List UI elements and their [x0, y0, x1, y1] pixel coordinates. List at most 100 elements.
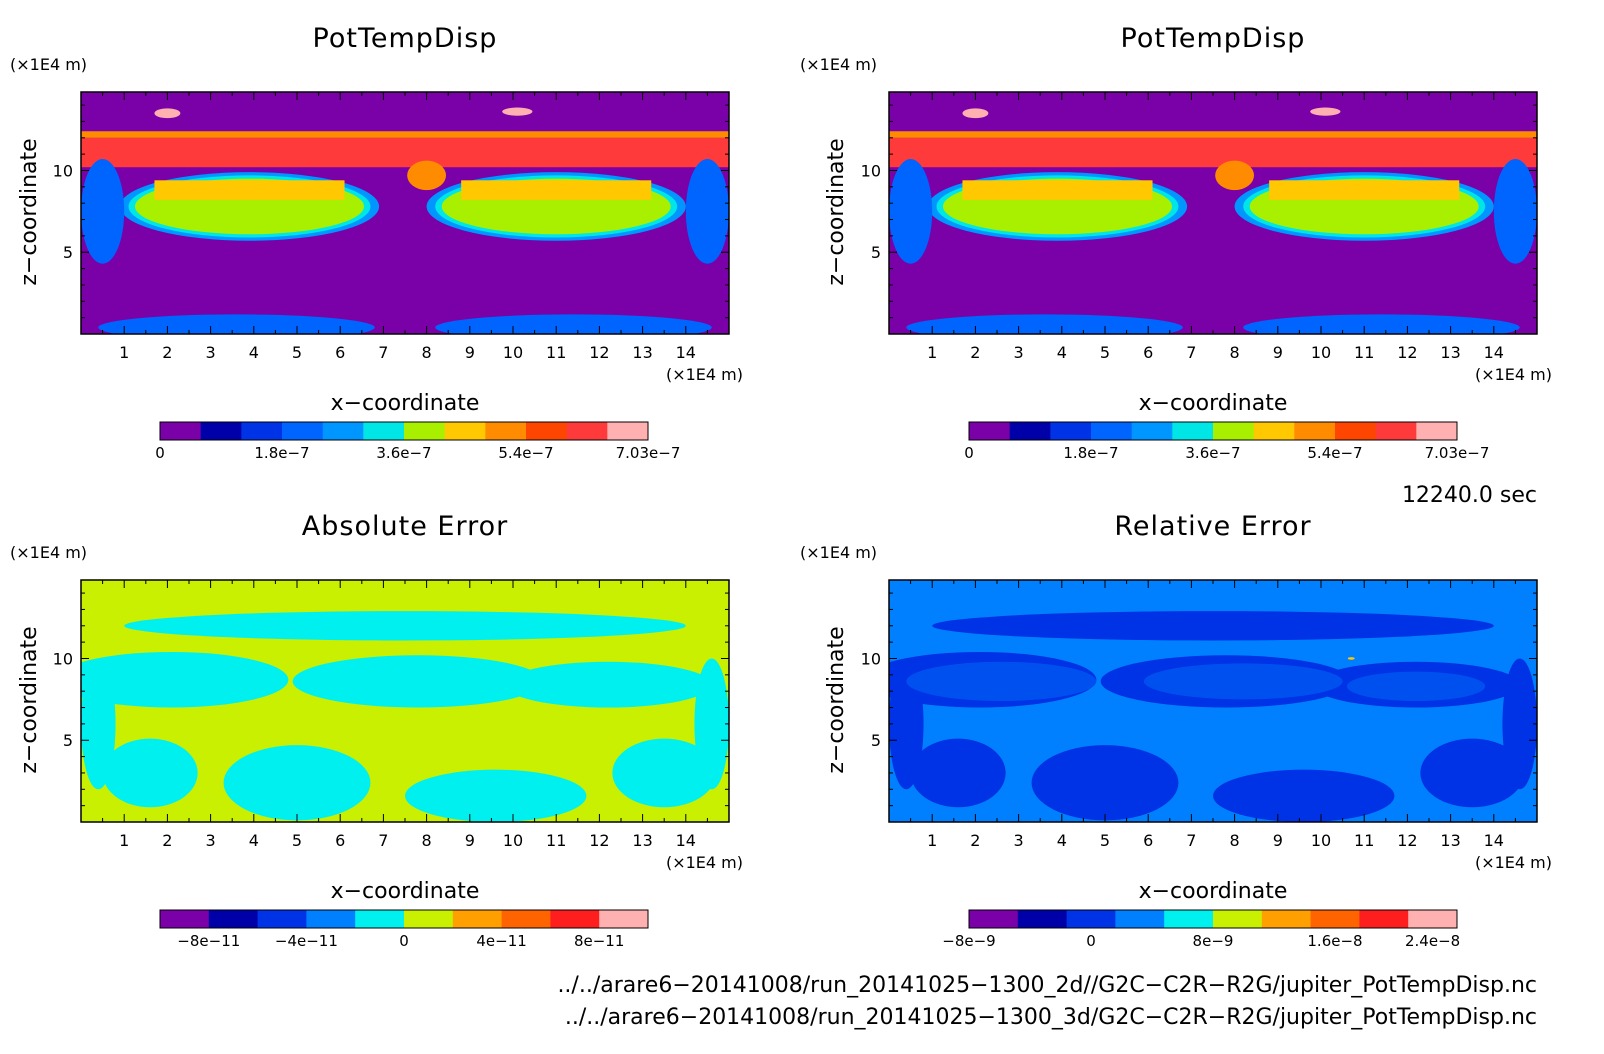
error-patch-9 [1502, 658, 1537, 790]
x-unit-label: (×1E4 m) [1475, 365, 1552, 384]
error-patch-8 [889, 658, 924, 790]
colorbar-swatch [1017, 910, 1068, 928]
x-tick-label: 2 [970, 831, 980, 850]
colorbar-swatch [501, 910, 551, 928]
y-unit-label: (×1E4 m) [10, 543, 87, 562]
time-label: 12240.0 sec [1402, 483, 1537, 508]
x-tick-label: 8 [1230, 343, 1240, 362]
x-tick-label: 1 [927, 343, 937, 362]
colorbar-swatch [1261, 910, 1312, 928]
y-tick-label: 10 [861, 161, 881, 180]
colorbar-swatch [160, 910, 210, 928]
x-tick-label: 8 [422, 831, 432, 850]
colorbar-swatch [1050, 422, 1092, 440]
colorbar-label: 2.4e−8 [1405, 932, 1460, 950]
x-tick-label: 1 [927, 831, 937, 850]
colorbar-swatch [257, 910, 307, 928]
error-patch-6 [405, 769, 587, 822]
colorbar-swatch [1416, 422, 1458, 440]
x-axis-label: x−coordinate [1139, 391, 1288, 416]
x-tick-label: 6 [1143, 831, 1153, 850]
y-axis: 5 10 [861, 592, 1537, 823]
file-path-3d: ../../arare6−20141008/run_20141025−1300_… [565, 1005, 1537, 1030]
colorbar-label: 1.8e−7 [1063, 444, 1118, 462]
x-tick-label: 3 [1014, 831, 1024, 850]
x-tick-label: 9 [465, 831, 475, 850]
x-tick-label: 7 [1186, 343, 1196, 362]
colorbar-swatch [485, 422, 527, 440]
x-tick-label: 4 [1057, 343, 1067, 362]
x-tick-label: 13 [1440, 831, 1460, 850]
contour-field [889, 580, 1537, 822]
x-tick-label: 5 [292, 343, 302, 362]
x-tick-label: 7 [378, 831, 388, 850]
colorbar-label: 7.03e−7 [1425, 444, 1490, 462]
x-tick-label: 6 [335, 831, 345, 850]
x-tick-label: 4 [249, 343, 259, 362]
x-tick-label: 2 [970, 343, 980, 362]
error-patch-7 [612, 738, 717, 808]
x-tick-label: 3 [206, 343, 216, 362]
colorbar-swatch [969, 910, 1019, 928]
right-edge-band [1493, 159, 1537, 264]
y-unit-label: (×1E4 m) [10, 55, 87, 74]
x-axis: 1 2 3 4 5 6 7 8 9 10 11 12 13 14 [80, 92, 730, 362]
x-tick-label: 10 [1311, 831, 1331, 850]
x-axis-label: x−coordinate [331, 391, 480, 416]
colorbar-label: 0 [155, 444, 165, 462]
highlight-1 [962, 108, 989, 119]
colorbar-swatch [526, 422, 568, 440]
colorbar-label: 7.03e−7 [616, 444, 681, 462]
colorbar-swatch [607, 422, 649, 440]
x-axis: 1 2 3 4 5 6 7 8 9 10 11 12 13 14 [80, 580, 730, 850]
x-tick-label: 8 [1230, 831, 1240, 850]
error-patch-4 [910, 738, 1006, 808]
colorbar-frame [159, 909, 649, 929]
y-axis: 5 10 [53, 592, 729, 823]
error-patch-1 [81, 651, 289, 708]
error-patch-10 [124, 611, 686, 641]
highlight-2 [502, 107, 533, 116]
x-tick-label: 12 [589, 343, 609, 362]
colorbar-swatch [1335, 422, 1377, 440]
x-tick-label: 5 [1100, 343, 1110, 362]
colorbar: 0 1.8e−7 3.6e−7 5.4e−7 7.03e−7 [155, 421, 681, 462]
error-patch-4 [102, 738, 198, 808]
x-tick-label: 9 [1273, 343, 1283, 362]
panel-pottempdisp-2d: PotTempDisp (×1E4 m) 1 2 3 4 5 6 7 8 9 10 11 12 13 14… [10, 23, 743, 462]
colorbar-swatch [322, 422, 364, 440]
colorbar: −8e−11 −4e−11 0 4e−11 8e−11 [159, 909, 649, 950]
error-patch-6 [1213, 769, 1395, 822]
left-edge-band [81, 159, 125, 264]
bottom-band-2 [435, 314, 712, 334]
y-tick-label: 10 [53, 649, 73, 668]
x-tick-label: 10 [503, 343, 523, 362]
file-path-2d: ../../arare6−20141008/run_20141025−1300_… [557, 973, 1537, 998]
x-tick-label: 14 [1484, 831, 1504, 850]
x-axis: 1 2 3 4 5 6 7 8 9 10 11 12 13 14 [888, 92, 1538, 362]
bottom-band-2 [1243, 314, 1520, 334]
colorbar-swatch [1009, 422, 1051, 440]
panel-title: Absolute Error [302, 511, 508, 542]
colorbar-label: 8e−9 [1193, 932, 1234, 950]
colorbar: 0 1.8e−7 3.6e−7 5.4e−7 7.03e−7 [964, 421, 1490, 462]
colorbar-swatch [1131, 422, 1173, 440]
bottom-band-1 [98, 314, 375, 334]
colorbar-label: 4e−11 [476, 932, 526, 950]
colorbar-swatch [1375, 422, 1417, 440]
x-tick-label: 10 [1311, 343, 1331, 362]
colorbar-frame [968, 421, 1458, 441]
colorbar-label: −8e−11 [177, 932, 240, 950]
upper-warm-band [889, 137, 1537, 168]
x-tick-label: 14 [676, 831, 696, 850]
colorbar-label: 3.6e−7 [376, 444, 431, 462]
left-edge-band [889, 159, 933, 264]
x-tick-label: 7 [1186, 831, 1196, 850]
colorbar-swatch [404, 422, 446, 440]
colorbar-swatch [1091, 422, 1133, 440]
colorbar-swatch [1115, 910, 1165, 928]
colorbar-swatch [208, 910, 259, 928]
colorbar-swatch [306, 910, 356, 928]
x-tick-label: 4 [249, 831, 259, 850]
y-tick-label: 10 [861, 649, 881, 668]
